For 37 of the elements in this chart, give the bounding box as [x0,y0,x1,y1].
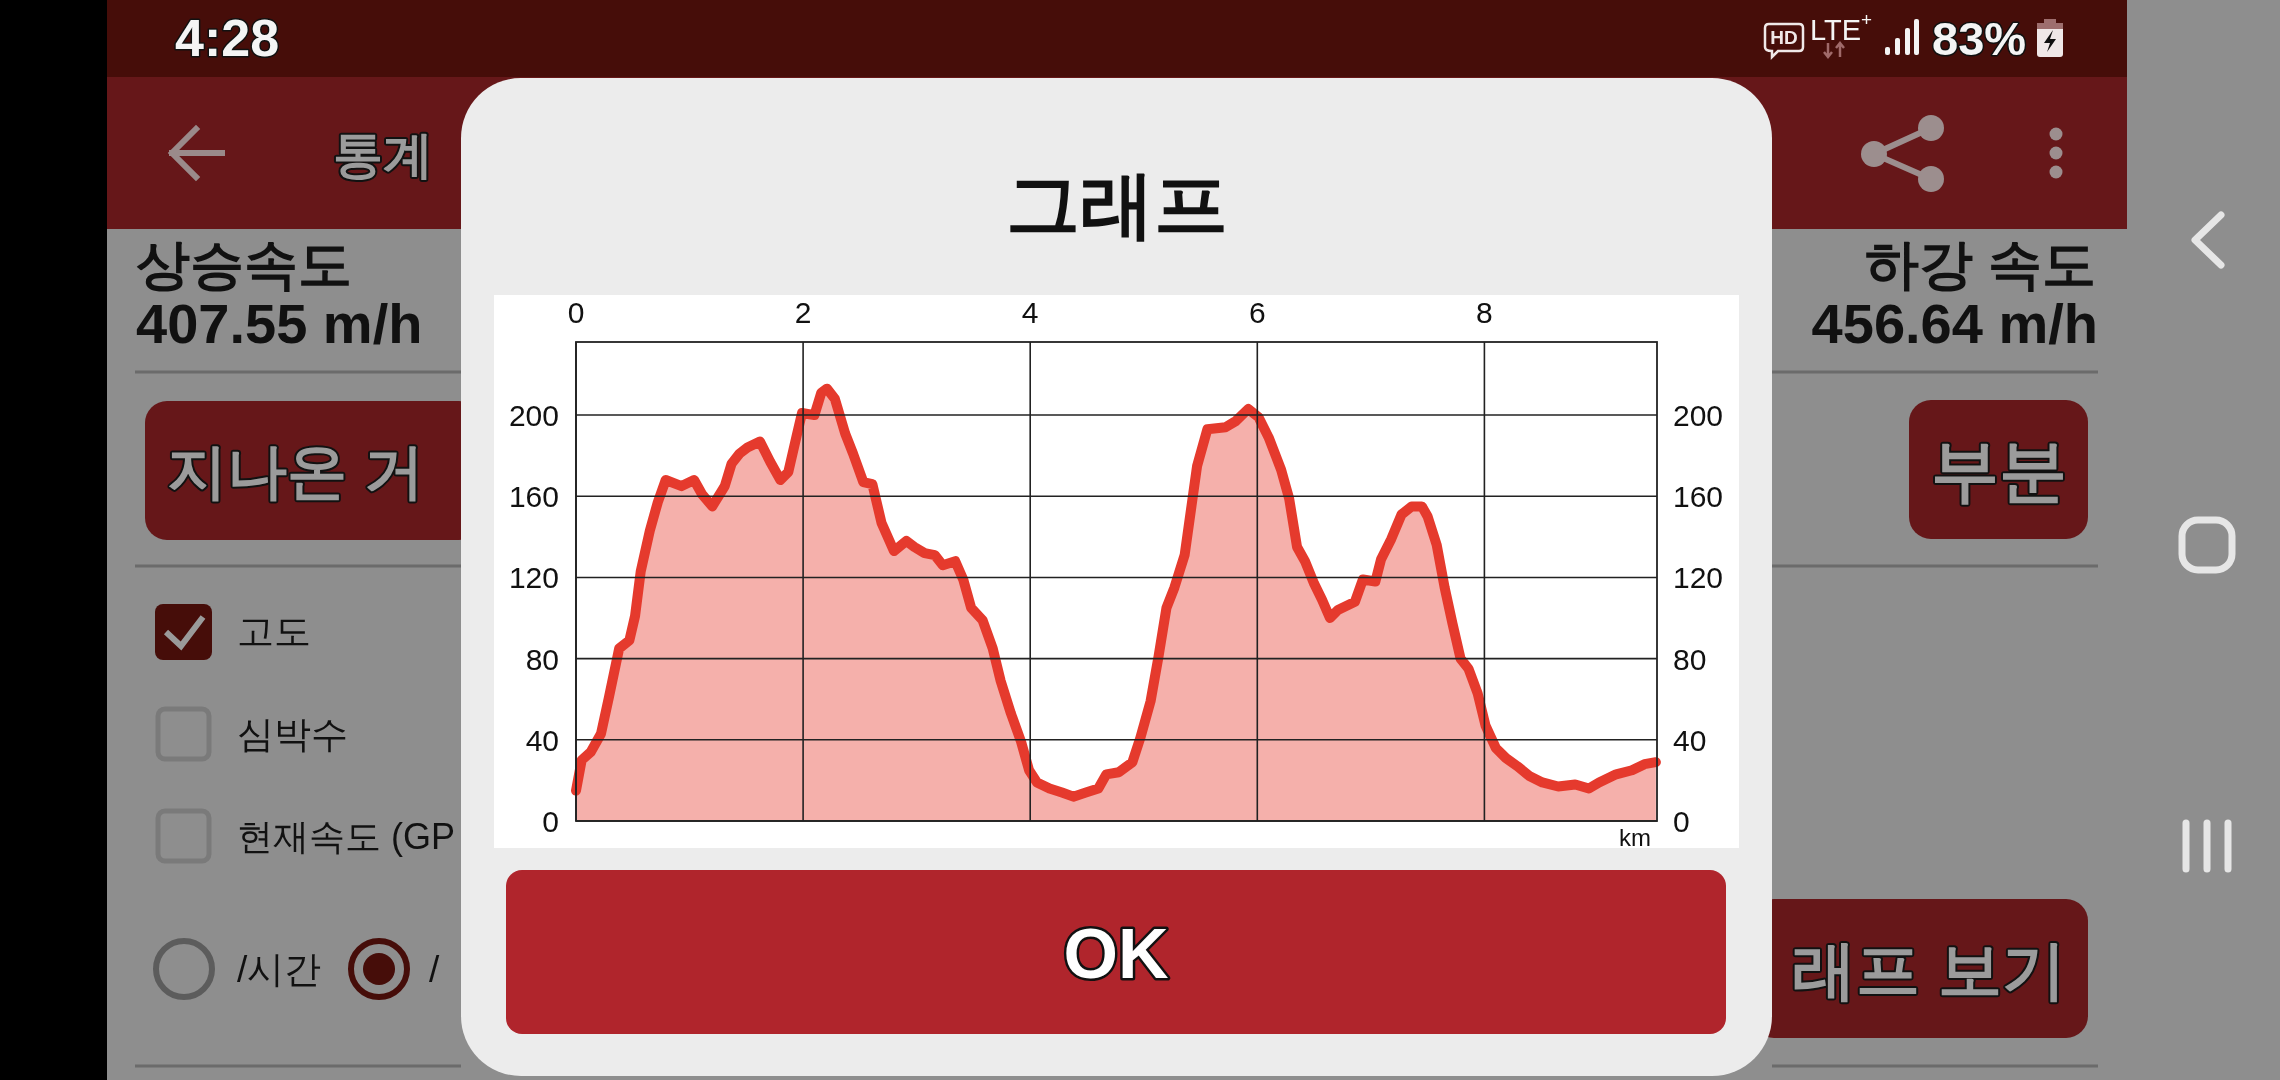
text: 4:28 [175,9,280,67]
y2-tick-label: 120 [1673,560,1724,594]
text: 고도 [237,610,311,652]
text: LTE$^{+}$ [1810,9,1873,46]
y-tick-label: 200 [508,398,559,432]
y2-tick-label: 40 [1673,723,1707,757]
x-axis-title: km [1619,823,1651,851]
text: /시간 [237,948,322,990]
text: HD [1770,26,1798,48]
y-tick-label: 80 [525,642,559,676]
y2-tick-label: 200 [1673,398,1724,432]
text: 지나온 거 [167,437,424,505]
text: 부분 [1931,432,2067,508]
text: 456.64 m/h [1811,291,2098,355]
x-tick-label: 2 [794,295,812,329]
x-tick-label: 4 [1021,295,1039,329]
x-tick-label: 8 [1476,295,1493,329]
text: 83% [1932,11,2027,65]
chart-title: 그래프 [1006,162,1228,246]
y2-tick-label: 80 [1673,642,1707,676]
text: 래프 보기 [1792,934,2066,1006]
y2-tick-label: 0 [1673,804,1690,838]
y-tick-label: 0 [542,804,559,838]
text: 상승속도 [136,234,352,294]
x-tick-label: 6 [1248,295,1266,329]
text: OK [1063,915,1169,993]
text: 통계 [333,127,433,183]
text: 하강 속도 [1864,234,2096,294]
text: 현재속도 (GP [237,815,456,857]
y2-tick-label: 160 [1673,479,1724,513]
text: / [429,948,440,990]
y-tick-label: 120 [508,560,559,594]
y-tick-label: 160 [508,479,559,513]
y-tick-label: 40 [525,723,559,757]
text: 심박수 [237,713,348,755]
text: 407.55 m/h [136,291,423,355]
x-tick-label: 0 [567,295,585,329]
